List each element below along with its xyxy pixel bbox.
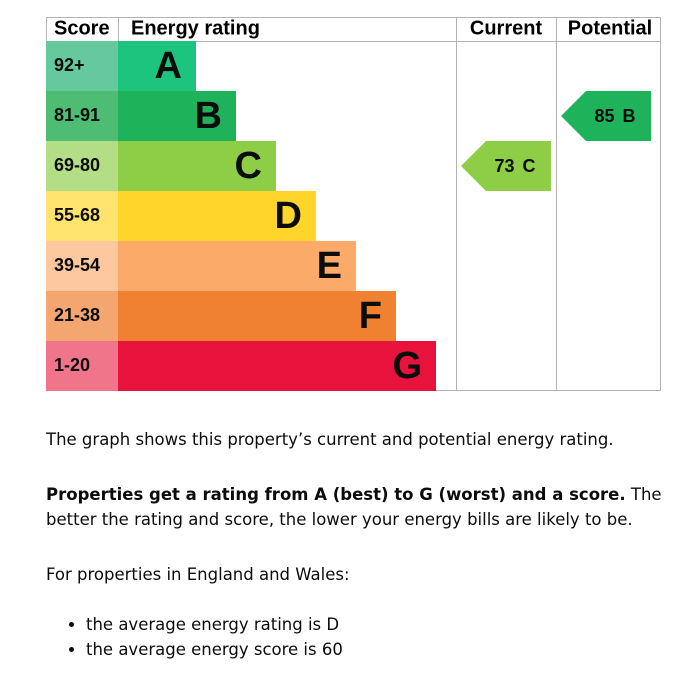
score-cell <box>46 341 118 391</box>
current-arrow <box>461 141 551 191</box>
score-cell <box>46 91 118 141</box>
score-cell <box>46 141 118 191</box>
rating-letter: B <box>195 95 222 137</box>
rating-bar <box>118 141 276 191</box>
description: The graph shows this property’s current … <box>46 427 666 662</box>
rating-bar <box>118 241 356 291</box>
current-value: 73 <box>494 156 514 176</box>
potential-letter: B <box>623 106 636 126</box>
rating-letter: A <box>155 45 182 87</box>
epc-chart: Score Energy rating Current Potential 92… <box>46 17 661 391</box>
score-label: 55-68 <box>54 205 100 225</box>
score-label: 69-80 <box>54 155 100 175</box>
current-letter: C <box>523 156 536 176</box>
rating-bar <box>118 341 436 391</box>
current-label: 73 C <box>494 156 535 176</box>
score-label: 39-54 <box>54 255 100 275</box>
paragraph: The graph shows this property’s current … <box>46 430 614 449</box>
potential-arrow <box>561 91 651 141</box>
rating-letter: D <box>275 195 302 237</box>
header: Potential <box>568 17 652 39</box>
rating-letter: C <box>235 145 262 187</box>
score-label: 92+ <box>54 55 85 75</box>
bullet: the average energy score is 60 <box>86 637 666 662</box>
header: Score <box>54 17 110 39</box>
score-cell <box>46 41 118 91</box>
potential-value: 85 <box>594 106 614 126</box>
rating-letter: F <box>359 295 382 337</box>
rating-letter: E <box>317 245 342 287</box>
score-label: 81-91 <box>54 105 100 125</box>
paragraph: Properties get a rating from A (best) to… <box>46 482 666 532</box>
score-label: 1-20 <box>54 355 90 375</box>
rating-letter: G <box>392 345 422 387</box>
score-cell <box>46 191 118 241</box>
score-cell <box>46 241 118 291</box>
potential-label: 85 B <box>594 106 635 126</box>
rating-bar <box>118 41 196 91</box>
header: Energy rating <box>131 17 260 39</box>
rating-bar <box>118 91 236 141</box>
rating-bar <box>118 291 396 341</box>
bold-text: Properties get a rating from A (best) to… <box>46 485 626 504</box>
paragraph: For properties in England and Wales: <box>46 565 350 584</box>
text: The better the rating and score, the low… <box>46 485 662 529</box>
bullet: the average energy rating is D <box>86 612 666 637</box>
header: Current <box>470 17 543 39</box>
score-label: 21-38 <box>54 305 100 325</box>
rating-bar <box>118 191 316 241</box>
score-cell <box>46 291 118 341</box>
bullet-list: the average energy rating is D the avera… <box>46 612 666 662</box>
